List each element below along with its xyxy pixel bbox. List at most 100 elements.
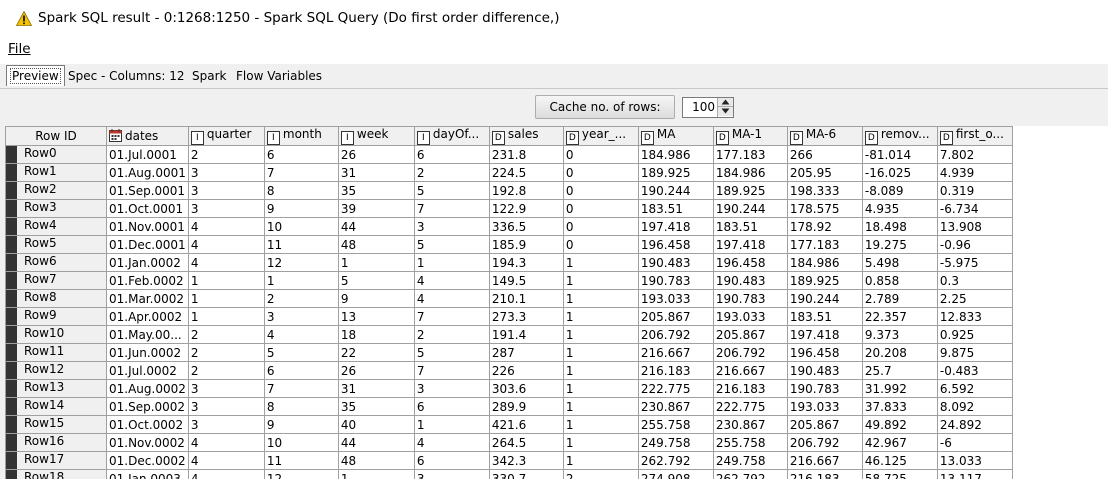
- table-cell[interactable]: 6: [263, 361, 339, 380]
- table-cell[interactable]: 0: [562, 199, 639, 218]
- table-cell[interactable]: 5: [413, 235, 490, 254]
- table-cell[interactable]: 31: [337, 379, 415, 398]
- table-cell[interactable]: 3: [187, 397, 265, 416]
- table-cell[interactable]: 01.Nov.0001: [106, 217, 189, 236]
- table-cell[interactable]: 01.May.00...: [106, 325, 189, 344]
- row-id-cell[interactable]: Row17: [5, 451, 107, 470]
- table-cell[interactable]: 206.792: [786, 433, 863, 452]
- table-cell[interactable]: 1: [562, 289, 639, 308]
- row-id-cell[interactable]: Row1: [5, 163, 107, 182]
- table-cell[interactable]: 1: [562, 271, 639, 290]
- table-cell[interactable]: 1: [562, 379, 639, 398]
- table-cell[interactable]: 48: [337, 451, 415, 470]
- table-cell[interactable]: 196.458: [712, 253, 788, 272]
- table-cell[interactable]: 5: [337, 271, 415, 290]
- row-id-cell[interactable]: Row4: [5, 217, 107, 236]
- table-cell[interactable]: 2: [187, 361, 265, 380]
- table-cell[interactable]: -6: [936, 433, 1013, 452]
- table-cell[interactable]: 31.992: [861, 379, 938, 398]
- column-header[interactable]: D MA-6: [786, 126, 863, 146]
- table-cell[interactable]: 190.244: [637, 181, 714, 200]
- row-id-cell[interactable]: Row0: [5, 145, 107, 164]
- table-cell[interactable]: 289.9: [488, 397, 564, 416]
- table-cell[interactable]: -8.089: [861, 181, 938, 200]
- table-cell[interactable]: 273.3: [488, 307, 564, 326]
- table-cell[interactable]: 01.Sep.0001: [106, 181, 189, 200]
- table-cell[interactable]: 230.867: [637, 397, 714, 416]
- table-cell[interactable]: 1: [562, 307, 639, 326]
- table-cell[interactable]: 8: [263, 397, 339, 416]
- table-cell[interactable]: 177.183: [786, 235, 863, 254]
- table-cell[interactable]: 3: [413, 217, 490, 236]
- table-cell[interactable]: 31: [337, 163, 415, 182]
- table-cell[interactable]: 01.Aug.0001: [106, 163, 189, 182]
- table-cell[interactable]: 183.51: [712, 217, 788, 236]
- table-cell[interactable]: 0.319: [936, 181, 1013, 200]
- table-cell[interactable]: 01.Jun.0002: [106, 343, 189, 362]
- spinner-down-button[interactable]: [718, 107, 733, 116]
- table-cell[interactable]: 262.792: [637, 451, 714, 470]
- row-id-cell[interactable]: Row3: [5, 199, 107, 218]
- table-cell[interactable]: -16.025: [861, 163, 938, 182]
- table-cell[interactable]: 189.925: [786, 271, 863, 290]
- table-cell[interactable]: 4: [187, 235, 265, 254]
- table-cell[interactable]: 249.758: [712, 451, 788, 470]
- table-cell[interactable]: 230.867: [712, 415, 788, 434]
- table-cell[interactable]: 216.667: [786, 451, 863, 470]
- table-cell[interactable]: 3: [187, 181, 265, 200]
- table-cell[interactable]: 231.8: [488, 145, 564, 164]
- tab-flow-variables[interactable]: Flow Variables: [232, 66, 326, 86]
- table-row[interactable]: Row2 01.Sep.0001 3 8 35 5 192.8 0 190.244 189.925…: [5, 181, 1013, 200]
- table-cell[interactable]: 226: [488, 361, 564, 380]
- table-cell[interactable]: 6: [413, 397, 490, 416]
- row-id-cell[interactable]: Row16: [5, 433, 107, 452]
- table-cell[interactable]: 222.775: [637, 379, 714, 398]
- table-cell[interactable]: 190.244: [712, 199, 788, 218]
- table-cell[interactable]: 4: [187, 217, 265, 236]
- table-cell[interactable]: 9.373: [861, 325, 938, 344]
- table-cell[interactable]: 4: [413, 289, 490, 308]
- table-cell[interactable]: 274.908: [637, 469, 714, 479]
- table-cell[interactable]: -0.483: [936, 361, 1013, 380]
- table-cell[interactable]: 7: [413, 361, 490, 380]
- table-cell[interactable]: 01.Oct.0001: [106, 199, 189, 218]
- table-cell[interactable]: 330.7: [488, 469, 564, 479]
- table-cell[interactable]: 1: [187, 289, 265, 308]
- table-cell[interactable]: 1: [562, 397, 639, 416]
- table-cell[interactable]: 19.275: [861, 235, 938, 254]
- table-cell[interactable]: 184.986: [712, 163, 788, 182]
- table-cell[interactable]: 342.3: [488, 451, 564, 470]
- table-cell[interactable]: 216.667: [637, 343, 714, 362]
- table-cell[interactable]: 3: [187, 415, 265, 434]
- table-cell[interactable]: 190.783: [637, 271, 714, 290]
- table-cell[interactable]: 196.458: [786, 343, 863, 362]
- table-cell[interactable]: 1: [413, 415, 490, 434]
- table-cell[interactable]: 0.3: [936, 271, 1013, 290]
- table-cell[interactable]: 35: [337, 181, 415, 200]
- table-cell[interactable]: 1: [187, 307, 265, 326]
- table-cell[interactable]: 4: [187, 253, 265, 272]
- table-row[interactable]: Row12 01.Jul.0002 2 6 26 7 226 1 216.183 216.667 1…: [5, 361, 1013, 380]
- table-cell[interactable]: 122.9: [488, 199, 564, 218]
- table-row[interactable]: Row10 01.May.00... 2 4 18 2 191.4 1 206.792 205.8…: [5, 325, 1013, 344]
- table-cell[interactable]: 01.Apr.0002: [106, 307, 189, 326]
- table-cell[interactable]: 4: [413, 433, 490, 452]
- table-row[interactable]: Row6 01.Jan.0002 4 12 1 1 194.3 1 190.483 196.458…: [5, 253, 1013, 272]
- table-cell[interactable]: 49.892: [861, 415, 938, 434]
- table-cell[interactable]: 197.418: [637, 217, 714, 236]
- table-cell[interactable]: 8: [263, 181, 339, 200]
- table-cell[interactable]: 190.783: [786, 379, 863, 398]
- tab-spec[interactable]: Spec - Columns: 12: [64, 66, 189, 86]
- table-cell[interactable]: 13.117: [936, 469, 1013, 479]
- table-cell[interactable]: 177.183: [712, 145, 788, 164]
- table-cell[interactable]: 205.95: [786, 163, 863, 182]
- table-cell[interactable]: 249.758: [637, 433, 714, 452]
- table-cell[interactable]: 01.Nov.0002: [106, 433, 189, 452]
- table-cell[interactable]: 2.789: [861, 289, 938, 308]
- table-cell[interactable]: 216.183: [637, 361, 714, 380]
- table-cell[interactable]: 4.935: [861, 199, 938, 218]
- table-cell[interactable]: 193.033: [786, 397, 863, 416]
- table-cell[interactable]: 1: [562, 433, 639, 452]
